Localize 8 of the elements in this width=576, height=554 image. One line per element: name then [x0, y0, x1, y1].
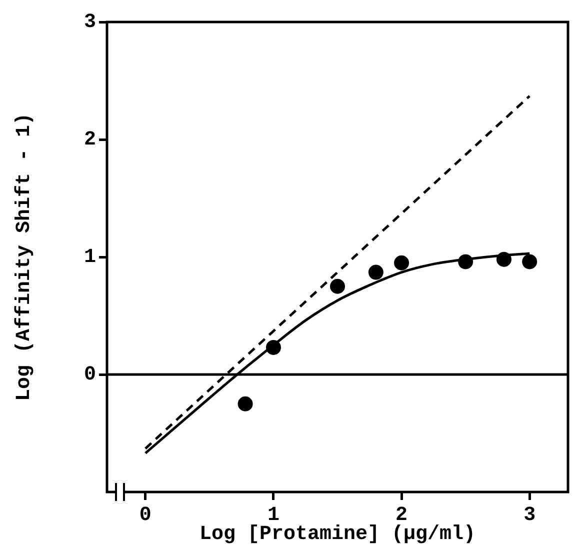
x-tick-label: 1 [267, 504, 280, 528]
y-tick-label: 2 [84, 128, 96, 152]
y-axis-title: Log (Affinity Shift - 1) [13, 112, 36, 402]
y-tick-label: 0 [84, 364, 96, 387]
y-tick-label: 1 [84, 246, 96, 270]
x-tick-label: 0 [139, 504, 152, 528]
y-tick-label: 3 [84, 11, 96, 34]
x-tick-label: 3 [524, 504, 536, 528]
